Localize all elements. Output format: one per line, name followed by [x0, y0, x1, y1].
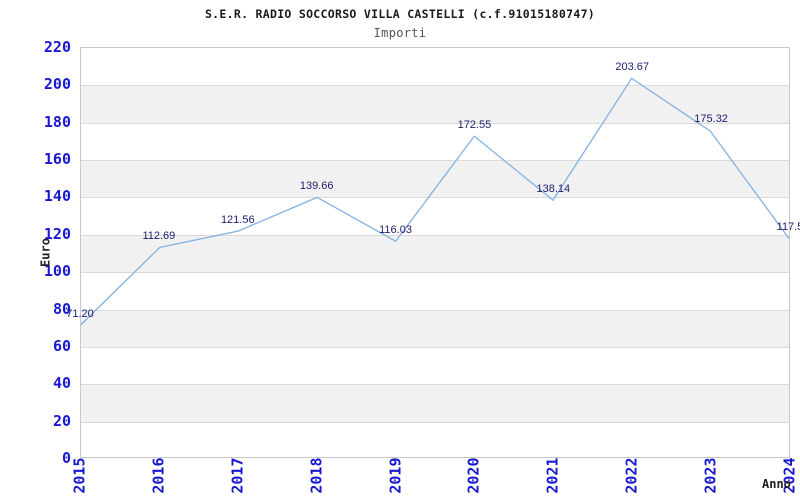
x-tick-label: 2023: [701, 457, 720, 494]
plot-band: [81, 384, 789, 422]
plot-band: [81, 160, 789, 198]
point-label: 71.20: [66, 307, 94, 320]
gridline: [81, 85, 789, 87]
y-tick-label: 80: [52, 299, 71, 318]
y-tick-label: 60: [52, 336, 71, 355]
gridline: [81, 384, 789, 386]
series-path: [80, 77, 790, 326]
y-tick-label: 200: [43, 75, 71, 94]
point-label: 121.56: [220, 213, 255, 226]
point-label: 116.03: [379, 224, 412, 237]
gridline: [81, 122, 789, 124]
point-label: 175.32: [694, 113, 728, 126]
y-tick-label: 160: [43, 150, 71, 169]
x-tick-label: 2020: [464, 457, 483, 494]
x-axis-title: Anno: [762, 477, 791, 491]
chart-subtitle: Importi: [373, 26, 427, 40]
gridline: [81, 197, 789, 199]
gridline: [81, 272, 789, 274]
x-tick-label: 2017: [228, 457, 247, 494]
y-tick-label: 20: [52, 411, 71, 430]
plot-band: [81, 234, 789, 273]
x-tick-label: 2018: [307, 457, 326, 494]
y-tick-label: 220: [43, 38, 71, 56]
y-tick-label: 120: [43, 224, 71, 243]
x-tick-label: 2019: [386, 457, 405, 494]
x-tick-label: 2016: [149, 457, 168, 494]
line-series: [80, 77, 790, 326]
y-tick-label: 40: [52, 374, 71, 393]
chart-title: S.E.R. RADIO SOCCORSO VILLA CASTELLI (c.…: [204, 7, 596, 21]
x-tick-label: 2015: [70, 457, 89, 494]
point-label: 139.66: [299, 180, 334, 193]
gridline: [81, 160, 789, 162]
plot-band: [81, 309, 789, 347]
x-tick-label: 2022: [622, 457, 641, 494]
point-label: 117.5: [776, 221, 800, 234]
gridline: [81, 234, 789, 236]
plot-area: [80, 47, 790, 458]
y-tick-label: 100: [43, 262, 71, 281]
gridline: [81, 309, 789, 311]
y-axis-title: Euro: [38, 238, 53, 267]
point-label: 172.55: [457, 118, 492, 131]
y-tick-label: 140: [43, 187, 71, 206]
gridline: [81, 346, 789, 348]
y-tick-label: 0: [61, 449, 71, 467]
point-label: 203.67: [615, 60, 650, 73]
y-tick-label: 180: [43, 112, 71, 131]
point-label: 112.69: [142, 230, 176, 243]
gridline: [81, 421, 789, 423]
point-label: 138.14: [536, 182, 571, 195]
x-tick-label: 2021: [543, 457, 562, 494]
